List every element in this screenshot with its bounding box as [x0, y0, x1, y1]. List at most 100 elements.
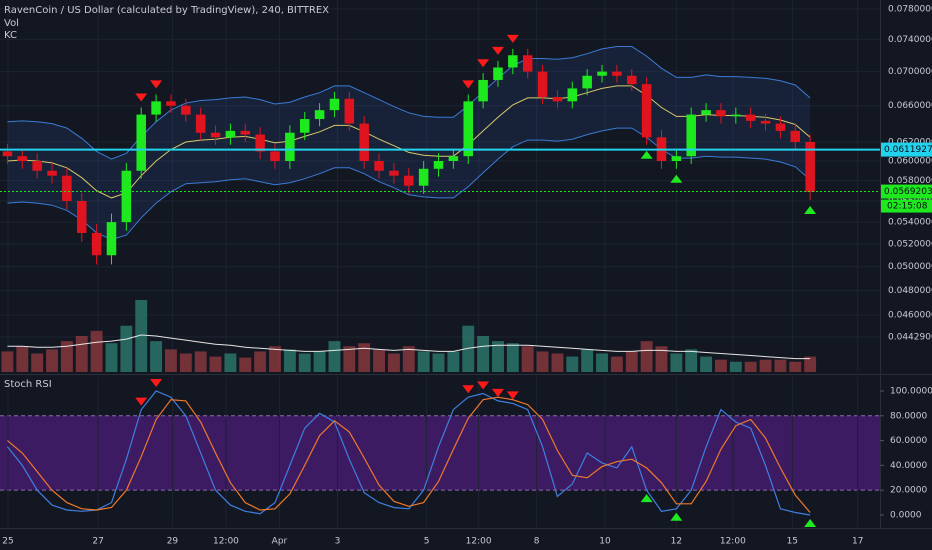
volume-bar: [462, 325, 475, 372]
candle-body: [418, 168, 429, 186]
candle-body: [775, 123, 786, 131]
candle-body: [91, 232, 102, 256]
x-tick-label: 12: [671, 537, 682, 547]
volume-bar: [269, 346, 281, 372]
volume-bar: [239, 357, 252, 372]
candle-body: [641, 84, 652, 138]
x-tick-label: 12:00: [213, 537, 239, 547]
candle-body: [493, 67, 503, 80]
volume-bar: [283, 349, 296, 372]
countdown: 02:15:08: [887, 202, 928, 212]
candle-body: [2, 151, 13, 157]
candle-body: [136, 114, 146, 171]
volume-bar: [521, 346, 534, 372]
x-tick-label: 12:00: [720, 537, 746, 547]
candle-body: [240, 130, 251, 135]
x-tick-label: 8: [534, 537, 540, 547]
volume-bar: [1, 351, 14, 372]
x-tick-label: 12:00: [466, 537, 492, 547]
candle-body: [522, 55, 533, 72]
candle-body: [805, 141, 815, 192]
stoch-title: Stoch RSI: [4, 379, 52, 390]
candle-body: [508, 55, 518, 68]
candle-body: [344, 98, 355, 124]
buy-signal: [804, 205, 817, 214]
volume-bar: [581, 349, 594, 372]
volume-bar: [387, 353, 400, 372]
volume-bar: [536, 351, 549, 372]
volume-bar: [60, 341, 73, 372]
candle-body: [597, 71, 607, 76]
sell-signal: [491, 46, 504, 55]
candle-body: [448, 156, 459, 162]
volume-bar: [358, 343, 371, 372]
volume-bar: [759, 359, 772, 372]
sell-signal: [506, 34, 519, 43]
volume-bar: [715, 359, 727, 372]
volume-bar: [328, 341, 341, 372]
stoch-line: [6, 390, 811, 516]
candle-body: [701, 110, 711, 115]
candle-body: [62, 175, 72, 202]
volume-bar: [551, 353, 564, 372]
legend-vol: Vol: [4, 18, 19, 29]
y-tick-label: 0.05400000: [888, 218, 932, 228]
volume-bar: [343, 346, 356, 372]
sell-signal: [477, 59, 490, 68]
x-tick-label: 5: [424, 537, 430, 547]
volume-bar: [46, 349, 58, 372]
kc-fill: [7, 46, 811, 240]
volume-bar: [789, 361, 802, 372]
volume-bar: [417, 351, 430, 372]
volume-bar: [105, 343, 118, 372]
candle-body: [121, 170, 132, 223]
price-label: 0.06119272: [884, 145, 932, 155]
volume-bar: [165, 349, 177, 372]
y-tick-label: 80.0000: [890, 411, 927, 421]
volume-bar: [685, 349, 698, 372]
sell-signal: [150, 80, 163, 89]
candle-body: [106, 222, 117, 256]
volume-bar: [640, 341, 653, 372]
volume-bar: [596, 353, 608, 372]
x-tick-label: 25: [2, 537, 13, 547]
volume-bar: [477, 336, 490, 372]
y-tick-label: 0.07800000: [888, 4, 932, 14]
volume-bar: [610, 356, 623, 372]
price-label-box: [881, 184, 932, 199]
volume-bar: [313, 351, 326, 372]
price-label: 0.05692034: [884, 187, 932, 197]
candle-body: [716, 110, 726, 117]
y-tick-label: 0.06200000: [888, 137, 932, 147]
candle-body: [77, 201, 87, 233]
x-tick-label: 17: [852, 537, 863, 547]
volume-bar: [194, 351, 207, 372]
volume-bar: [120, 325, 133, 372]
y-tick-label: 40.0000: [890, 461, 927, 471]
candle-body: [537, 71, 548, 98]
sell-signal: [462, 80, 475, 89]
countdown-box: [881, 199, 932, 213]
volume-ma: [7, 334, 811, 360]
volume-bar: [16, 346, 29, 372]
y-tick-label: 0.04800000: [888, 286, 932, 296]
candle-body: [389, 170, 399, 176]
volume-bar: [506, 343, 519, 372]
sell-signal: [491, 388, 504, 397]
chart-title: RavenCoin / US Dollar (calculated by Tra…: [4, 5, 329, 16]
legend-kc: KC: [4, 30, 17, 41]
price-label-box: [881, 142, 932, 157]
x-tick-label: 15: [787, 537, 798, 547]
candle-body: [627, 75, 637, 85]
candle-body: [17, 156, 28, 162]
y-tick-label: 0.04600000: [888, 311, 932, 321]
volume-bar: [90, 330, 103, 372]
buy-signal: [804, 518, 817, 527]
y-tick-label: 100.0000: [890, 387, 932, 397]
volume-bar: [774, 359, 787, 372]
volume-bar: [298, 353, 311, 372]
candle-body: [478, 79, 488, 102]
candle-body: [47, 170, 57, 176]
stoch-line: [7, 396, 811, 513]
